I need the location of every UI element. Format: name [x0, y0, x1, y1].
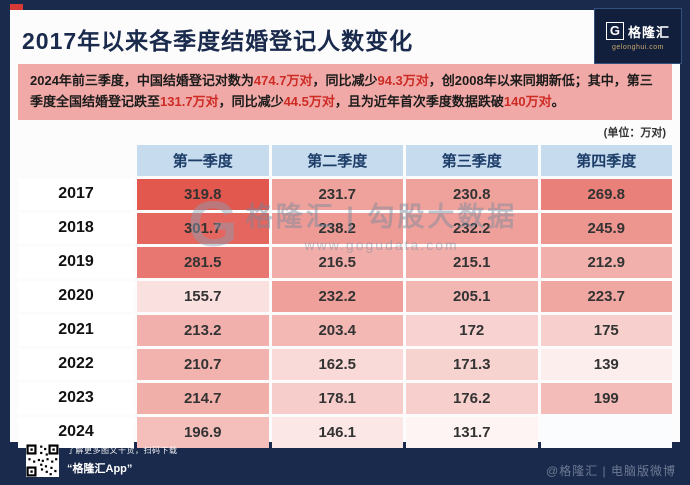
qr-code-icon	[26, 444, 59, 477]
weibo-watermark: @格隆汇 | 电脑版微博	[546, 464, 676, 478]
value-cell: 171.3	[406, 348, 538, 380]
year-cell: 2024	[18, 416, 134, 448]
year-cell: 2021	[18, 314, 134, 346]
value-cell: 319.8	[137, 178, 269, 210]
value-cell: 232.2	[271, 280, 403, 312]
table-row: 2024 196.9 146.1 131.7	[18, 416, 672, 448]
subtitle-highlight: 140万对	[503, 93, 552, 109]
gelonghui-g-icon: G	[605, 21, 625, 41]
value-cell: 231.7	[271, 178, 403, 210]
value-cell: 212.9	[540, 246, 672, 278]
subtitle-segment: 2024年前三季度，中国结婚登记对数为	[30, 73, 254, 88]
col-header-q2: 第二季度	[271, 144, 403, 176]
value-cell: 223.7	[540, 280, 672, 312]
value-cell: 269.8	[540, 178, 672, 210]
subtitle-highlight: 131.7万对	[160, 93, 219, 109]
table-row: 2017 319.8 231.7 230.8 269.8	[18, 178, 672, 210]
value-cell: 162.5	[271, 348, 403, 380]
value-cell	[540, 416, 672, 448]
value-cell: 230.8	[406, 178, 538, 210]
subtitle-highlight: 44.5万对	[283, 93, 335, 109]
value-cell: 215.1	[406, 246, 538, 278]
value-cell: 281.5	[137, 246, 269, 278]
year-cell: 2020	[18, 280, 134, 312]
corner-cell	[18, 145, 134, 176]
unit-label: (单位：万对)	[603, 126, 666, 139]
subtitle-segment: ，同比减少	[312, 73, 378, 88]
value-cell: 232.2	[406, 212, 538, 244]
col-header-q1: 第一季度	[137, 144, 269, 176]
year-cell: 2022	[18, 348, 134, 380]
value-cell: 155.7	[137, 280, 269, 312]
col-header-q4: 第四季度	[540, 144, 672, 176]
subtitle-highlight: 474.7万对	[253, 73, 313, 88]
value-cell: 139	[540, 348, 672, 380]
value-cell: 172	[406, 314, 538, 346]
table-row: 2020 155.7 232.2 205.1 223.7	[18, 280, 672, 312]
year-cell: 2019	[18, 246, 134, 278]
value-cell: 214.7	[137, 382, 269, 414]
table-row: 2022 210.7 162.5 171.3 139	[18, 348, 672, 380]
subtitle-segment: ，同比减少	[218, 93, 284, 109]
value-cell: 178.1	[271, 382, 403, 414]
logo-brand-name: 格隆汇	[628, 24, 671, 40]
logo-row: G 格隆汇	[605, 21, 671, 41]
value-cell: 176.2	[406, 382, 538, 414]
value-cell: 238.2	[271, 212, 403, 244]
value-cell: 301.7	[137, 212, 269, 244]
value-cell: 205.1	[406, 280, 538, 312]
value-cell: 199	[540, 382, 672, 414]
marriage-registrations-table: 第一季度 第二季度 第三季度 第四季度 2017 319.8 231.7 230.8 269.…	[15, 142, 675, 451]
page-title: 2017年以来各季度结婚登记人数变化	[22, 28, 414, 54]
year-cell: 2017	[18, 178, 134, 210]
year-cell: 2023	[18, 382, 134, 414]
value-cell: 213.2	[137, 314, 269, 346]
table-row: 2019 281.5 216.5 215.1 212.9	[18, 246, 672, 278]
gelonghui-logo: G 格隆汇 gelonghui.com	[594, 8, 682, 64]
subtitle-segment: ，创2008年以来同期新低；其中，第三季度全国结婚登记跌至	[30, 73, 653, 109]
table-row: 2018 301.7 238.2 232.2 245.9	[18, 212, 672, 244]
corner-accent-mark	[10, 4, 23, 13]
value-cell: 175	[540, 314, 672, 346]
content-card: 2017年以来各季度结婚登记人数变化 2024年前三季度，中国结婚登记对数为47…	[10, 10, 680, 448]
footer-texts: 了解更多图文干货，扫码下载 “格隆汇App”	[67, 445, 178, 476]
value-cell: 196.9	[137, 416, 269, 448]
value-cell: 146.1	[271, 416, 403, 448]
table-header-row: 第一季度 第二季度 第三季度 第四季度	[18, 144, 672, 176]
qr-hint-text: 了解更多图文干货，扫码下载	[67, 446, 178, 455]
subtitle-segment: ，且为近年首次季度数据跌破	[334, 93, 504, 109]
subtitle-segment: 。	[551, 93, 565, 109]
footer-strip: 了解更多图文干货，扫码下载 “格隆汇App”	[26, 444, 178, 477]
value-cell: 216.5	[271, 246, 403, 278]
value-cell: 210.7	[137, 348, 269, 380]
year-cell: 2018	[18, 212, 134, 244]
app-label: “格隆汇App”	[67, 463, 133, 475]
value-cell: 203.4	[271, 314, 403, 346]
value-cell: 245.9	[540, 212, 672, 244]
col-header-q3: 第三季度	[406, 144, 538, 176]
logo-domain: gelonghui.com	[611, 43, 665, 51]
subtitle-highlight: 94.3万对	[377, 73, 429, 88]
value-cell: 131.7	[406, 416, 538, 448]
table-row: 2023 214.7 178.1 176.2 199	[18, 382, 672, 414]
table-row: 2021 213.2 203.4 172 175	[18, 314, 672, 346]
subtitle-text: 2024年前三季度，中国结婚登记对数为474.7万对，同比减少94.3万对，创2…	[18, 64, 672, 120]
